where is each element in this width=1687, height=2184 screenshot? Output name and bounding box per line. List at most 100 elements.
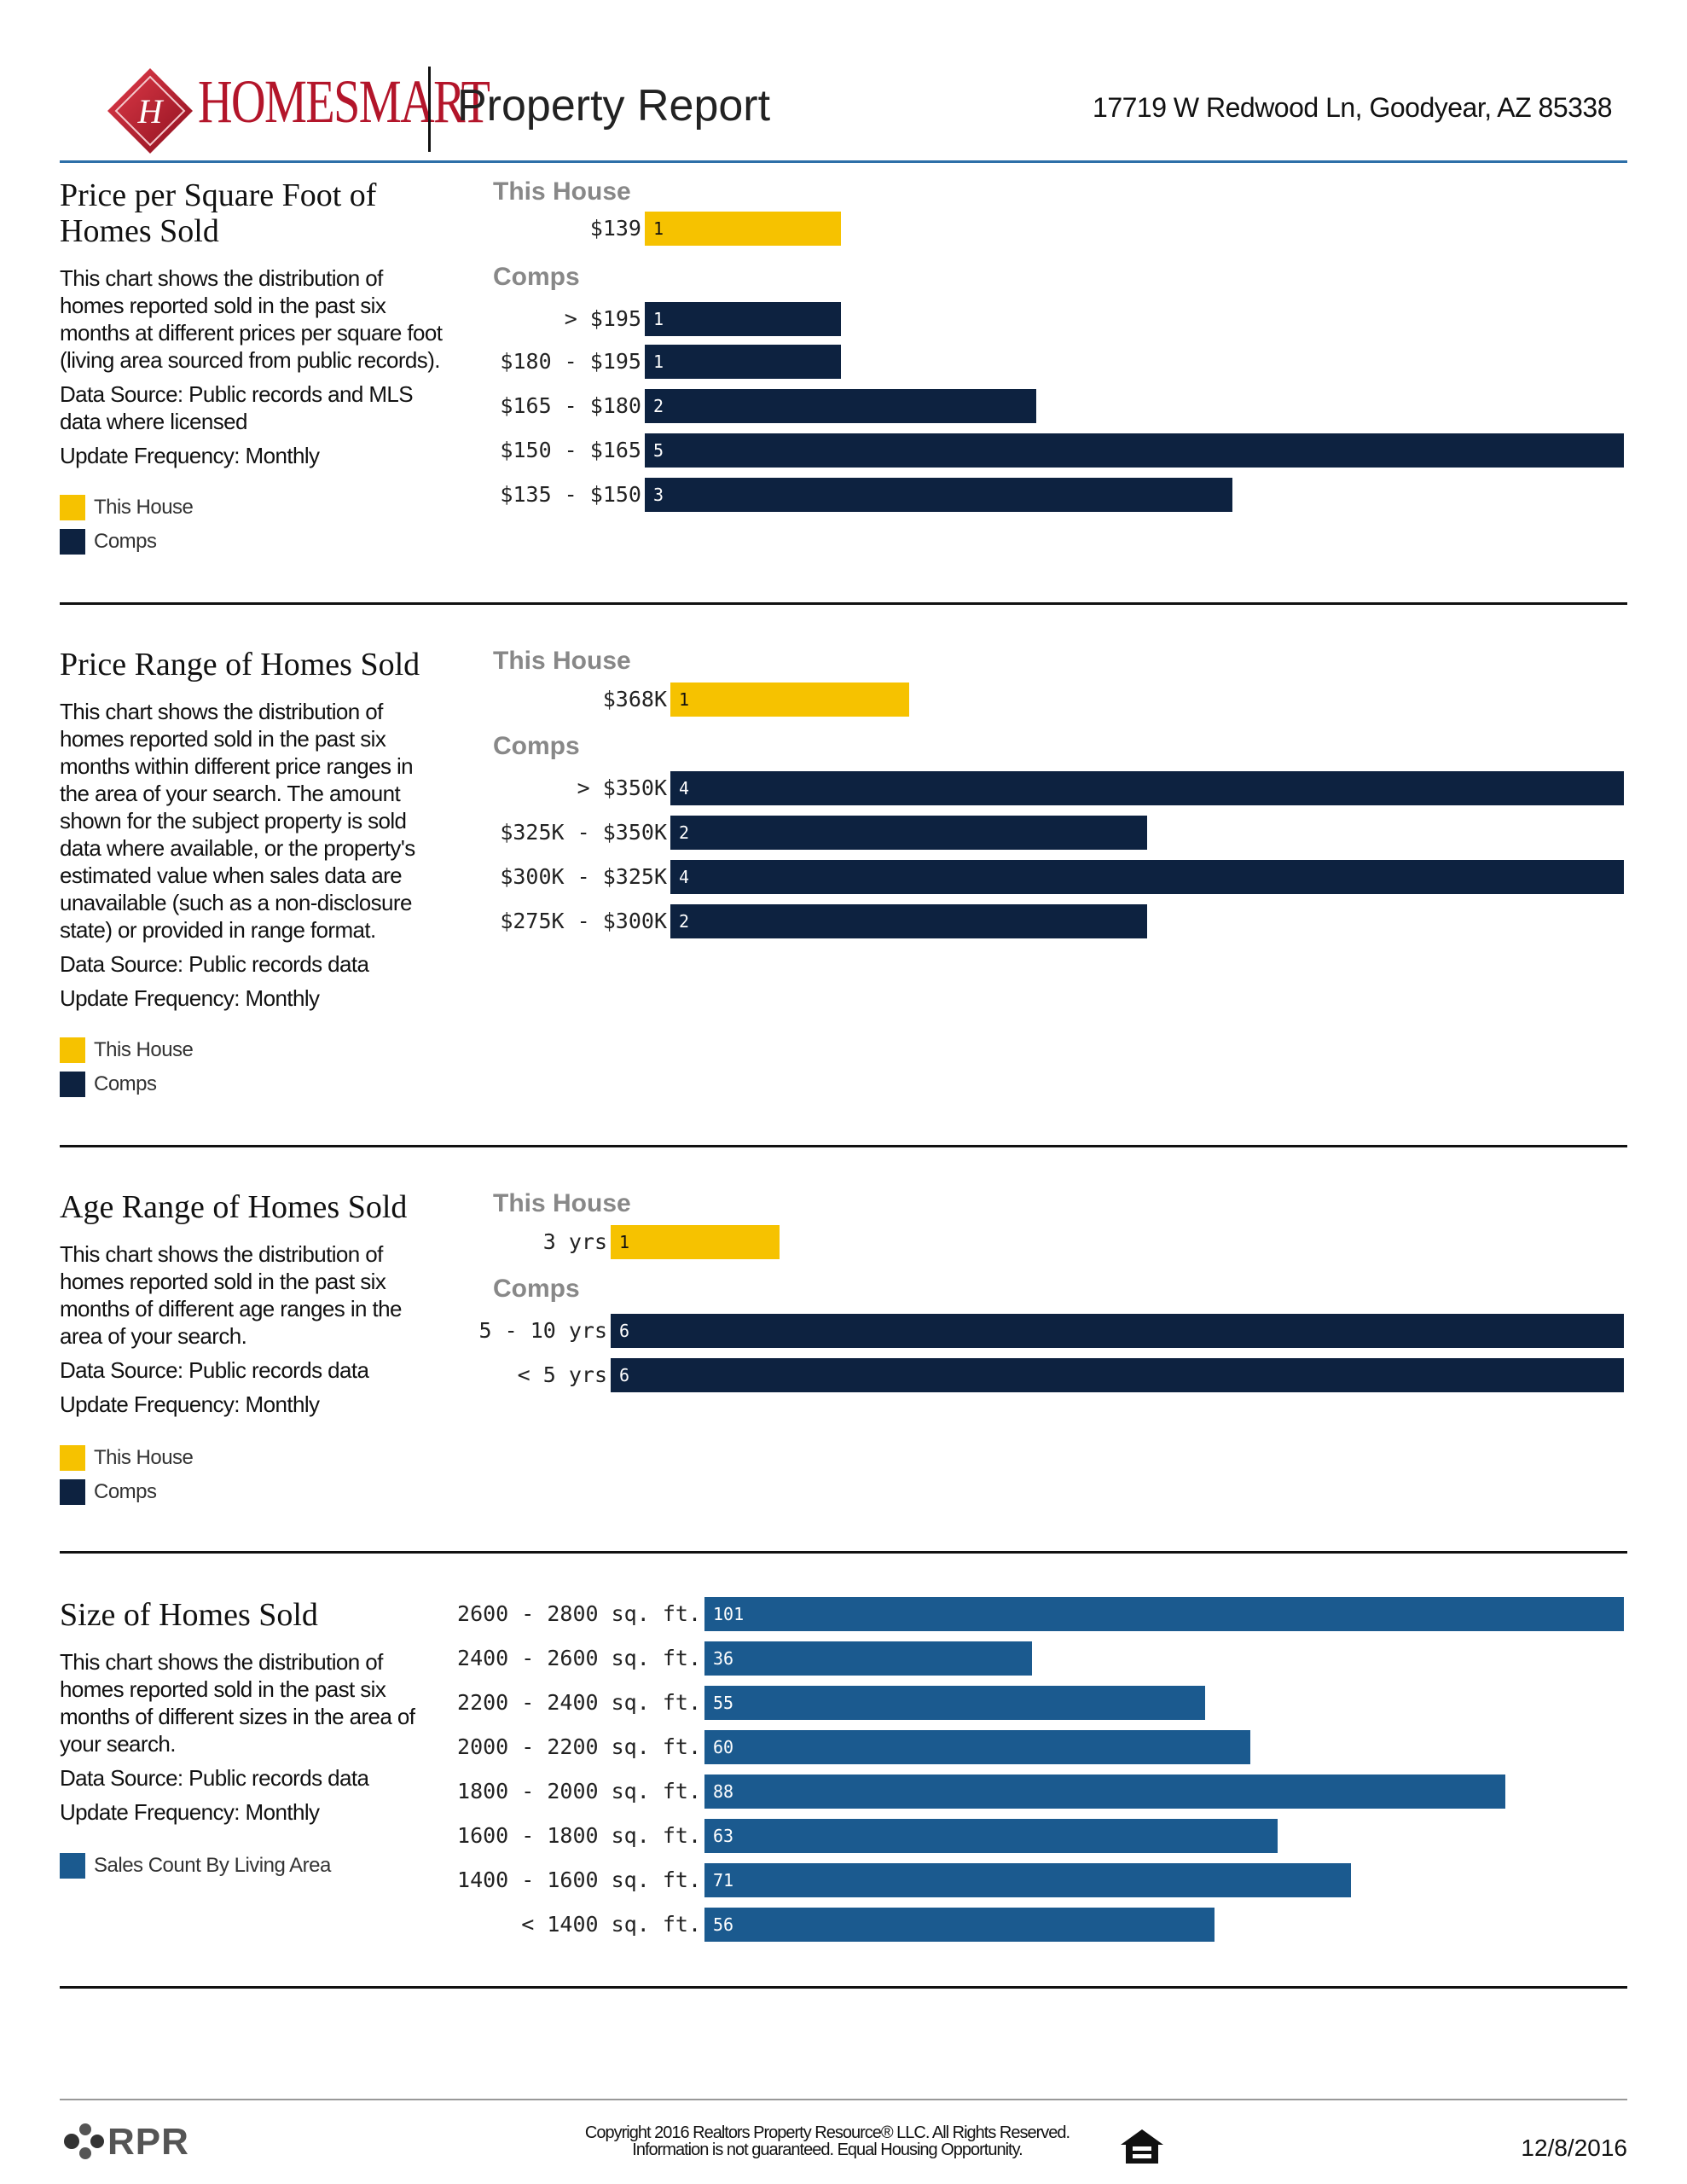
data-source-line: data where licensed bbox=[60, 409, 247, 434]
header-rule bbox=[60, 160, 1627, 163]
this-house-row: $368K 1 bbox=[0, 682, 1687, 717]
comps-value: 4 bbox=[679, 778, 690, 799]
size-value: 63 bbox=[713, 1826, 734, 1846]
update-frequency: Update Frequency: Monthly bbox=[60, 1799, 320, 1825]
legend-label: This House bbox=[94, 1038, 194, 1061]
report-title: Property Report bbox=[457, 81, 771, 131]
description-line: months of different sizes in the area of bbox=[60, 1704, 415, 1729]
comps-row: $180 - $195 1 bbox=[0, 345, 1687, 379]
size-bar: 56 bbox=[704, 1908, 1215, 1942]
size-bar: 88 bbox=[704, 1774, 1506, 1809]
property-address: 17719 W Redwood Ln, Goodyear, AZ 85338 bbox=[1093, 92, 1612, 123]
legend-swatch bbox=[60, 1445, 85, 1471]
this-house-label: 3 yrs bbox=[542, 1229, 607, 1254]
section-title-line: Homes Sold bbox=[60, 213, 219, 249]
size-label: 2600 - 2800 sq. ft. bbox=[457, 1601, 701, 1626]
size-bar: 71 bbox=[704, 1863, 1351, 1897]
legend-swatch bbox=[60, 495, 85, 520]
comps-label: $325K - $350K bbox=[500, 820, 667, 845]
comps-value: 6 bbox=[619, 1321, 630, 1341]
data-source-line: Data Source: Public records data bbox=[60, 1357, 369, 1383]
footer-rule bbox=[60, 2099, 1627, 2100]
this-house-value: 1 bbox=[619, 1232, 630, 1252]
description-line: data where available, or the property's bbox=[60, 835, 415, 861]
comps-bar: 1 bbox=[645, 345, 841, 379]
comps-row: $275K - $300K 2 bbox=[0, 904, 1687, 938]
comps-label: $300K - $325K bbox=[500, 864, 667, 889]
comps-bar: 4 bbox=[670, 860, 1624, 894]
legend-comps: Comps bbox=[60, 1479, 157, 1505]
comps-label: 5 - 10 yrs bbox=[478, 1318, 607, 1343]
description-line: months at different prices per square fo… bbox=[60, 320, 443, 346]
size-row: 2600 - 2800 sq. ft. 101 bbox=[0, 1597, 1687, 1631]
size-row: 2400 - 2600 sq. ft. 36 bbox=[0, 1641, 1687, 1676]
size-label: 2200 - 2400 sq. ft. bbox=[457, 1690, 701, 1715]
group-label-comps: Comps bbox=[493, 263, 580, 291]
comps-bar: 6 bbox=[611, 1358, 1624, 1392]
group-label-comps: Comps bbox=[493, 732, 580, 760]
group-label-this-house: This House bbox=[493, 647, 631, 675]
size-value: 56 bbox=[713, 1914, 734, 1935]
homesmart-logo: H bbox=[101, 63, 391, 157]
equal-housing-icon bbox=[1119, 2128, 1165, 2165]
size-label: 2000 - 2200 sq. ft. bbox=[457, 1734, 701, 1759]
section-title: Price per Square Foot of Homes Sold bbox=[60, 177, 376, 249]
comps-value: 2 bbox=[679, 822, 690, 843]
legend-label: This House bbox=[94, 496, 194, 519]
description-line: shown for the subject property is sold bbox=[60, 808, 407, 834]
svg-text:H: H bbox=[137, 92, 165, 131]
size-value: 60 bbox=[713, 1737, 734, 1757]
header-divider bbox=[428, 67, 431, 152]
legend-swatch bbox=[60, 1037, 85, 1063]
comps-label: $150 - $165 bbox=[500, 438, 641, 462]
comps-bar: 1 bbox=[645, 302, 841, 336]
copyright-notice: Copyright 2016 Realtors Property Resourc… bbox=[512, 2124, 1143, 2158]
comps-row: $150 - $165 5 bbox=[0, 433, 1687, 468]
legend-label: Comps bbox=[94, 530, 157, 553]
size-value: 101 bbox=[713, 1604, 745, 1624]
size-bar: 63 bbox=[704, 1819, 1278, 1853]
legend-swatch bbox=[60, 1479, 85, 1505]
brand-wordmark: HOMESMART bbox=[198, 67, 490, 136]
data-source: Data Source: Public records data bbox=[60, 1356, 469, 1384]
legend-label: This House bbox=[94, 1446, 194, 1469]
description-line: unavailable (such as a non-disclosure bbox=[60, 890, 412, 915]
report-date: 12/8/2016 bbox=[1521, 2135, 1627, 2161]
legend-sales: Sales Count By Living Area bbox=[60, 1853, 331, 1879]
description-line: (living area sourced from public records… bbox=[60, 347, 440, 373]
comps-value: 3 bbox=[653, 485, 664, 505]
description-line: homes reported sold in the past six bbox=[60, 1269, 386, 1294]
comps-bar: 2 bbox=[670, 816, 1147, 850]
comps-value: 4 bbox=[679, 867, 690, 887]
comps-bar: 6 bbox=[611, 1314, 1624, 1348]
comps-value: 2 bbox=[679, 911, 690, 932]
comps-row: $325K - $350K 2 bbox=[0, 816, 1687, 850]
section-divider bbox=[60, 1145, 1627, 1147]
copyright-line: Copyright 2016 Realtors Property Resourc… bbox=[584, 2123, 1070, 2142]
comps-label: > $350K bbox=[577, 775, 667, 800]
description-line: homes reported sold in the past six bbox=[60, 293, 386, 318]
comps-row: 5 - 10 yrs 6 bbox=[0, 1314, 1687, 1348]
description-line: homes reported sold in the past six bbox=[60, 1676, 386, 1702]
section-divider bbox=[60, 1986, 1627, 1989]
description-line: This chart shows the distribution of bbox=[60, 1649, 383, 1675]
description-line: area of your search. bbox=[60, 1323, 247, 1349]
section-description: This chart shows the distribution of home… bbox=[60, 1648, 469, 1757]
section-divider bbox=[60, 1551, 1627, 1554]
legend-swatch bbox=[60, 529, 85, 555]
size-label: 1600 - 1800 sq. ft. bbox=[457, 1823, 701, 1848]
comps-label: $135 - $150 bbox=[500, 482, 641, 507]
size-row: 2000 - 2200 sq. ft. 60 bbox=[0, 1730, 1687, 1764]
description-line: months within different price ranges in bbox=[60, 753, 414, 779]
homesmart-emblem-icon: H bbox=[107, 68, 193, 154]
size-label: < 1400 sq. ft. bbox=[521, 1912, 701, 1937]
section-title-line: Age Range of Homes Sold bbox=[60, 1189, 408, 1225]
size-label: 1400 - 1600 sq. ft. bbox=[457, 1867, 701, 1892]
legend-this-house: This House bbox=[60, 1037, 194, 1063]
size-row: 1400 - 1600 sq. ft. 71 bbox=[0, 1863, 1687, 1897]
description-line: your search. bbox=[60, 1731, 176, 1757]
legend-swatch bbox=[60, 1853, 85, 1879]
section-title: Age Range of Homes Sold bbox=[60, 1189, 407, 1225]
section-title-line: Price per Square Foot of bbox=[60, 177, 377, 213]
description-line: the area of your search. The amount bbox=[60, 781, 401, 806]
